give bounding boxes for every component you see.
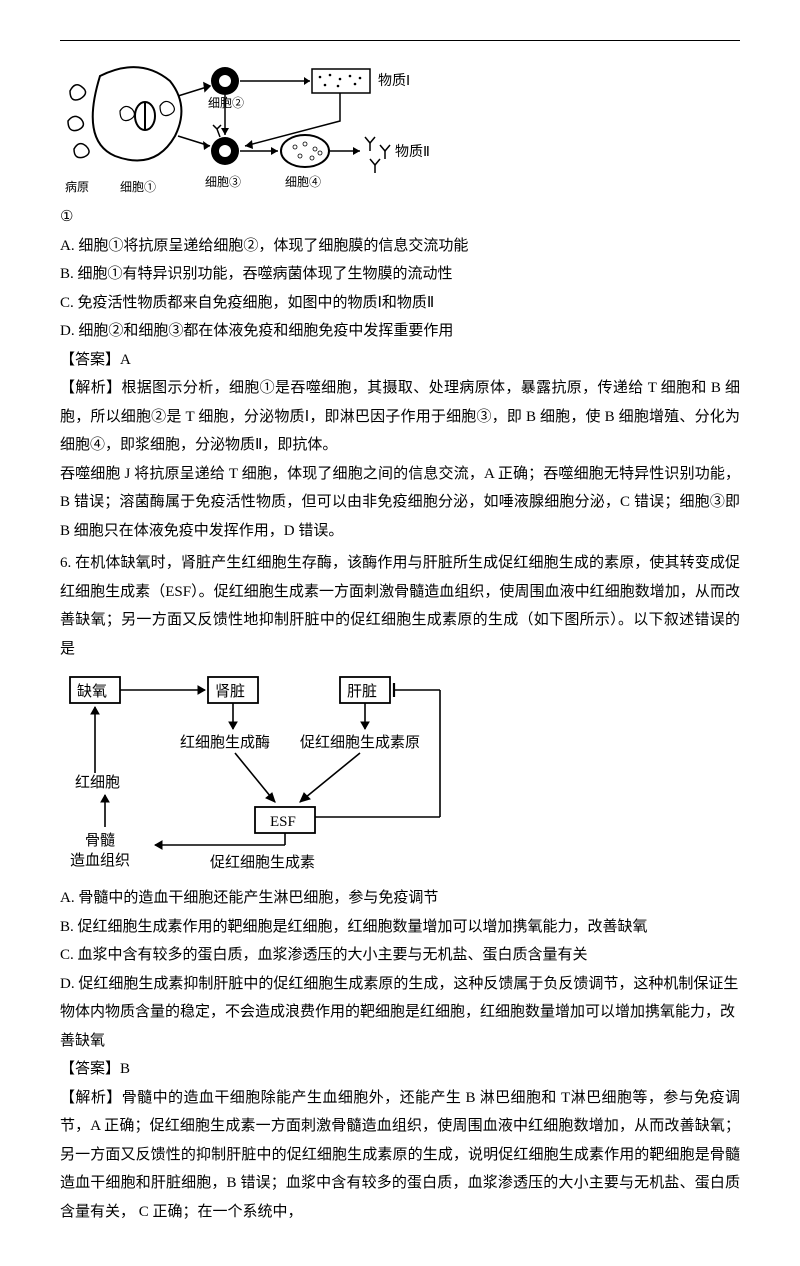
- d2-esf: ESF: [270, 814, 296, 830]
- d2-kidney: 肾脏: [215, 683, 245, 700]
- q6-stem: 6. 在机体缺氧时，肾脏产生红细胞生存酶，该酶作用与肝脏所生成促红细胞生成的素原…: [60, 549, 740, 663]
- q6-explanation: 【解析】骨髓中的造血干细胞除能产生血细胞外，还能产生 B 淋巴细胞和 T淋巴细胞…: [60, 1084, 740, 1227]
- q6-option-d: D. 促红细胞生成素抑制肝脏中的促红细胞生成素原的生成，这种反馈属于负反馈调节，…: [60, 970, 740, 1056]
- q5-option-a: A. 细胞①将抗原呈递给细胞②，体现了细胞膜的信息交流功能: [60, 232, 740, 261]
- circled-1: ①: [60, 203, 73, 232]
- q5-diagram: 物质Ⅰ: [60, 51, 740, 201]
- q6-explain-text: 骨髓中的造血干细胞除能产生血细胞外，还能产生 B 淋巴细胞和 T淋巴细胞等，参与…: [60, 1090, 740, 1220]
- d1-sub2: 物质Ⅱ: [395, 144, 430, 160]
- d2-enzyme: 红细胞生成酶: [180, 734, 270, 751]
- d1-cell1: 细胞①: [120, 180, 156, 194]
- q6-option-a: A. 骨髓中的造血干细胞还能产生淋巴细胞，参与免疫调节: [60, 884, 740, 913]
- d2-rbc: 红细胞: [75, 774, 120, 791]
- d1-cell2: 细胞②: [208, 96, 244, 110]
- document-page: 物质Ⅰ: [0, 0, 800, 1266]
- q5-option-b: B. 细胞①有特异识别功能，吞噬病菌体现了生物膜的流动性: [60, 260, 740, 289]
- top-rule: [60, 40, 740, 41]
- q6-diagram: 缺氧 肾脏 肝脏 红细胞生成酶 促红细胞生成素原: [60, 667, 740, 882]
- d1-bacteria: 病原: [65, 179, 89, 194]
- d2-hypoxia: 缺氧: [77, 683, 107, 700]
- q5-explain-text1: 根据图示分析，细胞①是吞噬细胞，其摄取、处理病原体，暴露抗原，传递给 T 细胞和…: [60, 380, 740, 453]
- d2-marrow2: 造血组织: [70, 852, 130, 869]
- q5-explanation-2: 吞噬细胞 J 将抗原呈递给 T 细胞，体现了细胞之间的信息交流，A 正确；吞噬细…: [60, 460, 740, 546]
- d2-marrow1: 骨髓: [85, 832, 115, 849]
- q6-explain-label: 【解析】: [60, 1090, 122, 1106]
- q6-option-b: B. 促红细胞生成素作用的靶细胞是红细胞，红细胞数量增加可以增加携氧能力，改善缺…: [60, 913, 740, 942]
- q5-answer: 【答案】A: [60, 346, 740, 375]
- q5-explain-label: 【解析】: [60, 380, 121, 396]
- d2-liver: 肝脏: [347, 683, 377, 700]
- q6-answer: 【答案】B: [60, 1055, 740, 1084]
- d2-esf2: 促红细胞生成素: [210, 854, 315, 871]
- d2-proesf: 促红细胞生成素原: [300, 734, 420, 751]
- d1-sub1: 物质Ⅰ: [378, 73, 410, 89]
- q5-option-d: D. 细胞②和细胞③都在体液免疫和细胞免疫中发挥重要作用: [60, 317, 740, 346]
- q6-option-c: C. 血浆中含有较多的蛋白质，血浆渗透压的大小主要与无机盐、蛋白质含量有关: [60, 941, 740, 970]
- q5-option-c: C. 免疫活性物质都来自免疫细胞，如图中的物质Ⅰ和物质Ⅱ: [60, 289, 740, 318]
- d1-cell4: 细胞④: [285, 175, 321, 189]
- q5-explanation-1: 【解析】根据图示分析，细胞①是吞噬细胞，其摄取、处理病原体，暴露抗原，传递给 T…: [60, 374, 740, 460]
- d1-cell3: 细胞③: [205, 175, 241, 189]
